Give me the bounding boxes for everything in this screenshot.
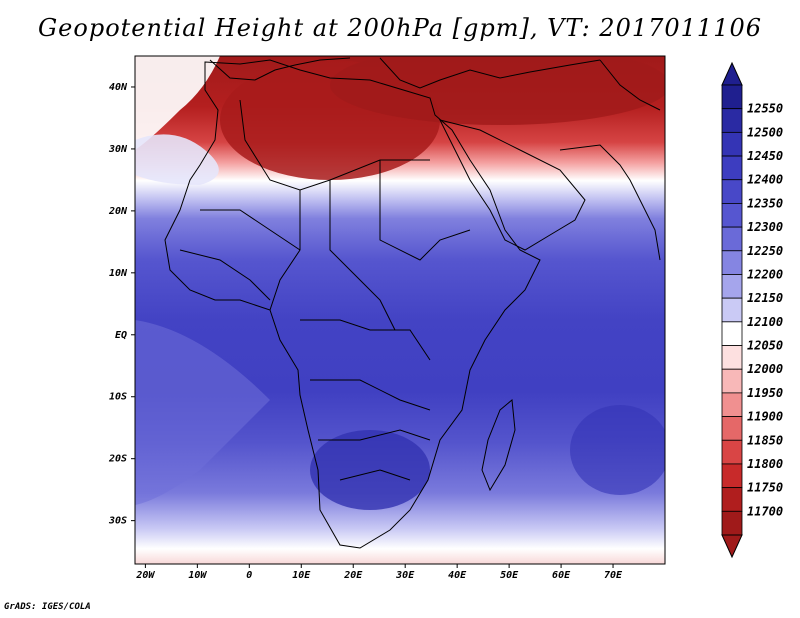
colorbar-swatch [721, 203, 743, 228]
colorbar: 12550 12500 12450 12400 12350 12300 12250 12200… [721, 61, 783, 559]
colorbar-level-label: 12450 [747, 149, 783, 163]
map-title: Geopotential Height at 200hPa [gpm], VT:… [38, 14, 762, 42]
colorbar-swatch [721, 368, 743, 394]
colorbar-level-label: 11800 [747, 457, 783, 471]
y-tick-label: 30S [108, 516, 127, 527]
colorbar-swatch [721, 226, 743, 252]
colorbar-swatch [721, 179, 743, 204]
y-tick-label: 10N [109, 268, 128, 279]
colorbar-swatch [721, 345, 743, 370]
y-tick-label: 10S [109, 392, 127, 403]
x-tick-label: 10W [188, 570, 207, 581]
colorbar-min-arrow [721, 534, 743, 559]
colorbar-level-label: 11750 [747, 481, 783, 495]
colorbar-swatch [721, 155, 743, 181]
colorbar-level-label: 12300 [747, 220, 783, 234]
colorbar-level-label: 11700 [747, 504, 783, 518]
x-tick-label: 30E [395, 570, 415, 581]
colorbar-swatch [721, 321, 743, 346]
x-tick-label: 20E [343, 570, 363, 581]
colorbar-swatch [721, 463, 743, 489]
longitude-axis: 20W 10W 0 10E 20E 30E 40E 50E 60E 70E [135, 564, 623, 581]
coastlines [164, 57, 661, 549]
colorbar-swatch [721, 487, 743, 512]
colorbar-level-label: 12400 [747, 173, 783, 187]
y-tick-label: 20S [108, 454, 127, 465]
colorbar-level-label: 12550 [747, 102, 783, 116]
x-tick-label: 50E [500, 570, 519, 581]
colorbar-swatch [721, 297, 743, 323]
colorbar-level-label: 11900 [747, 410, 783, 424]
x-tick-label: 10E [292, 570, 311, 581]
x-tick-label: 20W [135, 570, 155, 581]
x-tick-label: 70E [604, 570, 623, 581]
colorbar-swatch [721, 108, 743, 133]
y-tick-label: EQ [115, 330, 127, 341]
y-tick-label: 30N [108, 144, 128, 155]
colorbar-swatch [721, 250, 743, 275]
colorbar-swatch [721, 510, 743, 536]
colorbar-level-label: 12250 [747, 244, 783, 258]
colorbar-swatch [721, 84, 743, 110]
colorbar-swatch [721, 392, 743, 417]
colorbar-swatch [721, 131, 743, 157]
colorbar-level-label: 12150 [747, 291, 783, 305]
x-tick-label: 60E [552, 570, 571, 581]
y-tick-label: 20N [108, 206, 128, 217]
colorbar-swatch [721, 439, 743, 465]
x-tick-label: 0 [246, 570, 252, 581]
colorbar-level-label: 12200 [747, 267, 783, 281]
colorbar-level-label: 12350 [747, 196, 783, 210]
y-tick-label: 40N [109, 82, 128, 93]
colorbar-level-label: 12100 [747, 315, 783, 329]
colorbar-level-label: 11950 [747, 386, 783, 400]
colorbar-swatch [721, 274, 743, 299]
colorbar-level-label: 12050 [747, 339, 783, 353]
colorbar-max-arrow [721, 61, 743, 86]
x-tick-label: 40E [448, 570, 467, 581]
grads-credit: GrADS: IGES/COLA [4, 602, 91, 612]
colorbar-swatch [721, 416, 743, 441]
colorbar-level-label: 12500 [747, 125, 783, 139]
colorbar-level-label: 12000 [747, 362, 783, 376]
colorbar-level-label: 11850 [747, 433, 783, 447]
latitude-axis: 40N 30N 20N 10N EQ 10S 20S 30S [108, 82, 135, 527]
contour-field [135, 56, 665, 564]
